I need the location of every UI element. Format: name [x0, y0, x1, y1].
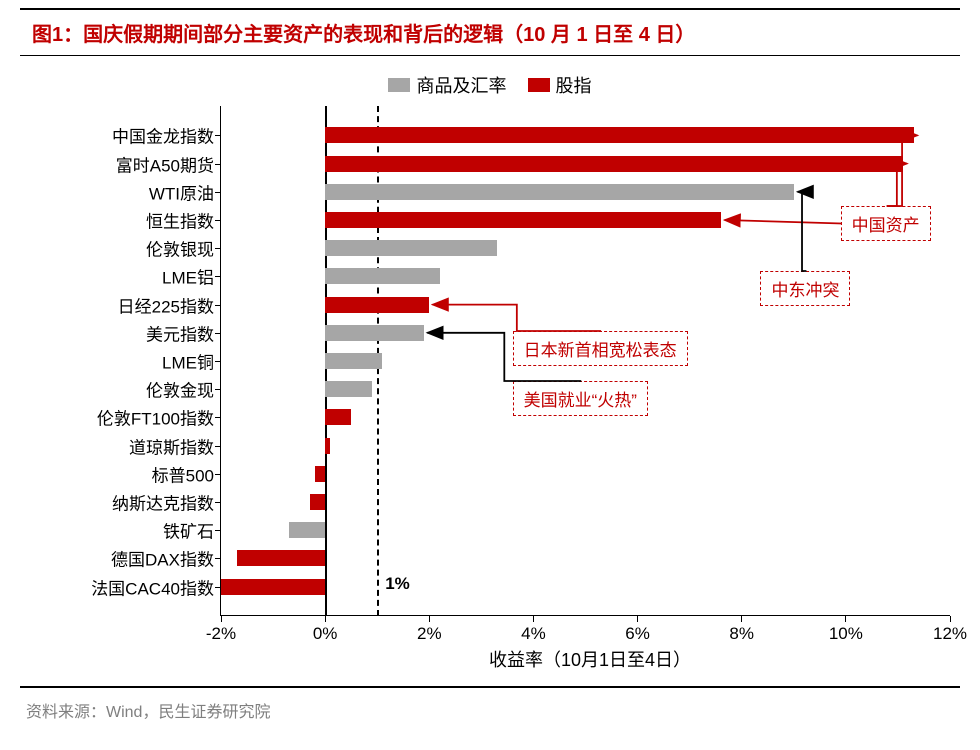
y-tick — [215, 333, 221, 334]
bar — [325, 297, 429, 313]
legend-label-equity: 股指 — [556, 72, 592, 98]
chart-container: 商品及汇率 股指 中国金龙指数富时A50期货 WTI原油恒生指数伦敦银现 LME铝日… — [20, 66, 960, 686]
annotation-box: 中东冲突 — [760, 271, 850, 306]
source-text: 资料来源：Wind，民生证券研究院 — [26, 704, 270, 721]
bar — [325, 353, 382, 369]
x-tick-label: 10% — [829, 624, 863, 644]
chart-title: 图1：国庆假期期间部分主要资产的表现和背后的逻辑（10 月 1 日至 4 日） — [32, 24, 695, 46]
x-axis-label: 收益率（10月1日至4日） — [220, 646, 960, 672]
bar — [325, 268, 440, 284]
y-tick — [215, 164, 221, 165]
bar — [310, 494, 326, 510]
y-tick — [215, 446, 221, 447]
y-tick — [215, 530, 221, 531]
y-axis-labels: 中国金龙指数富时A50期货 WTI原油恒生指数伦敦银现 LME铝日经225指数美元指… — [20, 106, 220, 616]
category-label: 美元指数 — [146, 320, 214, 345]
category-label: 道琼斯指数 — [129, 433, 214, 458]
legend-item-commodity: 商品及汇率 — [388, 72, 506, 98]
bar — [315, 466, 325, 482]
category-label: 伦敦银现 — [146, 236, 214, 261]
category-label: WTI原油 — [149, 179, 214, 204]
legend-label-commodity: 商品及汇率 — [416, 72, 506, 98]
x-tick-label: 8% — [729, 624, 754, 644]
y-tick — [215, 220, 221, 221]
category-label: 日经225指数 — [118, 292, 214, 317]
y-tick — [215, 135, 221, 136]
category-label: 法国CAC40指数 — [91, 574, 214, 599]
annotation-box: 日本新首相宽松表态 — [513, 331, 688, 366]
reference-line-label: 1% — [385, 574, 410, 594]
bar — [325, 184, 794, 200]
y-tick — [215, 502, 221, 503]
x-tick-label: 12% — [933, 624, 967, 644]
legend: 商品及汇率 股指 — [20, 72, 960, 98]
y-tick — [215, 474, 221, 475]
annotation-box: 美国就业“火热” — [513, 381, 648, 416]
bar — [325, 156, 903, 172]
category-label: 恒生指数 — [146, 208, 214, 233]
category-label: 中国金龙指数 — [112, 123, 214, 148]
category-label: LME铜 — [162, 349, 214, 374]
source-footer: 资料来源：Wind，民生证券研究院 — [20, 686, 960, 732]
category-label: 纳斯达克指数 — [112, 490, 214, 515]
legend-swatch-equity — [528, 78, 550, 92]
category-label: LME铝 — [162, 264, 214, 289]
category-label: 德国DAX指数 — [111, 546, 214, 571]
category-label: 伦敦FT100指数 — [97, 405, 214, 430]
x-tick-label: 6% — [625, 624, 650, 644]
x-tick-label: 0% — [313, 624, 338, 644]
bar — [325, 240, 497, 256]
legend-swatch-commodity — [388, 78, 410, 92]
bar — [325, 127, 913, 143]
bar — [325, 409, 351, 425]
y-tick — [215, 248, 221, 249]
x-axis-line — [221, 615, 950, 617]
bar — [237, 550, 326, 566]
category-label: 标普500 — [152, 461, 214, 486]
bar — [325, 325, 424, 341]
x-tick-label: 4% — [521, 624, 546, 644]
y-tick — [215, 192, 221, 193]
category-label: 铁矿石 — [163, 518, 214, 543]
bar — [325, 438, 330, 454]
y-tick — [215, 417, 221, 418]
bar — [221, 579, 325, 595]
category-label: 伦敦金现 — [146, 377, 214, 402]
x-tick-label: 2% — [417, 624, 442, 644]
plot-area: 中国金龙指数富时A50期货 WTI原油恒生指数伦敦银现 LME铝日经225指数美元指… — [20, 106, 950, 616]
category-label: 富时A50期货 — [116, 151, 214, 176]
bars-area: -2%0%2%4%6%8%10%12%1%中国资产中东冲突日本新首相宽松表态美国… — [220, 106, 950, 616]
y-tick — [215, 389, 221, 390]
legend-item-equity: 股指 — [528, 72, 592, 98]
y-tick — [215, 305, 221, 306]
bar — [289, 522, 325, 538]
x-tick-label: -2% — [206, 624, 236, 644]
bar — [325, 212, 721, 228]
chart-title-bar: 图1：国庆假期期间部分主要资产的表现和背后的逻辑（10 月 1 日至 4 日） — [20, 8, 960, 56]
annotation-box: 中国资产 — [841, 206, 931, 241]
y-tick — [215, 361, 221, 362]
bar — [325, 381, 372, 397]
y-tick — [215, 276, 221, 277]
y-tick — [215, 558, 221, 559]
